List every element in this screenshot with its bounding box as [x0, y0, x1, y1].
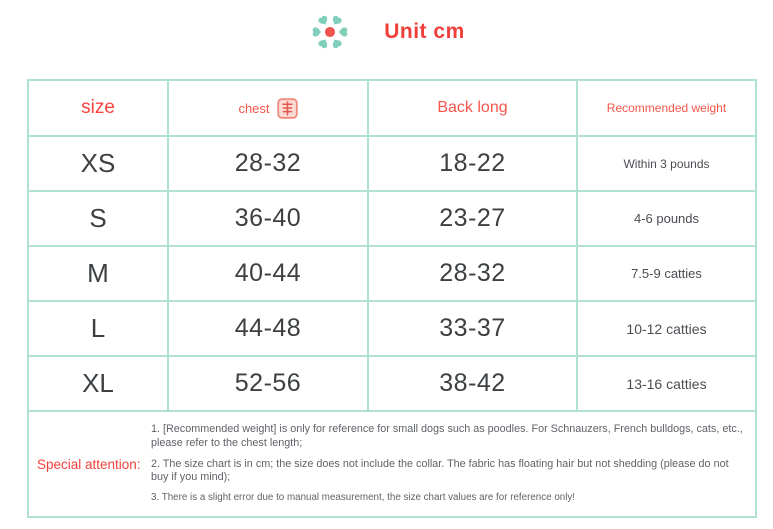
chest-cell: 40-44	[167, 245, 369, 302]
column-header-chest-label: chest	[238, 100, 270, 116]
weight-cell: 7.5-9 catties	[576, 245, 757, 302]
size-cell: S	[27, 190, 169, 247]
size-cell: L	[27, 300, 169, 357]
weight-cell: 13-16 catties	[576, 355, 757, 412]
note-line-3: 3. There is a slight error due to manual…	[151, 492, 576, 504]
back-long-cell: 33-37	[367, 300, 578, 357]
chest-cell: 28-32	[167, 135, 369, 192]
note-line-2: 2. The size chart is in cm; the size doe…	[151, 457, 729, 484]
size-cell: M	[27, 245, 169, 302]
table-header-row: size chest	[27, 79, 757, 137]
chest-cell: 36-40	[167, 190, 369, 247]
chest-girth-stamp-icon	[276, 97, 298, 119]
page-header: Unit cm	[0, 4, 773, 60]
table-row: XS 28-32 18-22 Within 3 pounds	[27, 135, 757, 192]
weight-cell: Within 3 pounds	[576, 135, 757, 192]
column-header-back-long: Back long	[367, 79, 578, 137]
note-line-1: 1. [Recommended weight] is only for refe…	[151, 423, 743, 449]
size-cell: XS	[27, 135, 169, 192]
chest-cell: 52-56	[167, 355, 369, 412]
weight-cell: 4-6 pounds	[576, 190, 757, 247]
weight-cell: 10-12 catties	[576, 300, 757, 357]
size-chart-board: size chest	[27, 79, 757, 518]
special-attention-notes: 1. [Recommended weight] is only for refe…	[151, 412, 755, 516]
back-long-cell: 23-27	[367, 190, 578, 247]
chest-cell: 44-48	[167, 300, 369, 357]
flower-icon	[308, 10, 352, 54]
page-title: Unit cm	[384, 20, 465, 43]
column-header-chest: chest	[167, 79, 369, 137]
back-long-cell: 28-32	[367, 245, 578, 302]
column-header-size: size	[27, 79, 169, 137]
table-row: L 44-48 33-37 10-12 catties	[27, 300, 757, 357]
back-long-cell: 18-22	[367, 135, 578, 192]
special-attention-label: Special attention:	[37, 456, 141, 472]
table-row: M 40-44 28-32 7.5-9 catties	[27, 245, 757, 302]
column-header-recommended-weight: Recommended weight	[576, 79, 757, 137]
table-row: S 36-40 23-27 4-6 pounds	[27, 190, 757, 247]
back-long-cell: 38-42	[367, 355, 578, 412]
table-row: XL 52-56 38-42 13-16 catties	[27, 355, 757, 412]
special-attention-section: Special attention: 1. [Recommended weigh…	[27, 412, 757, 518]
size-cell: XL	[27, 355, 169, 412]
size-table: size chest	[27, 79, 757, 412]
